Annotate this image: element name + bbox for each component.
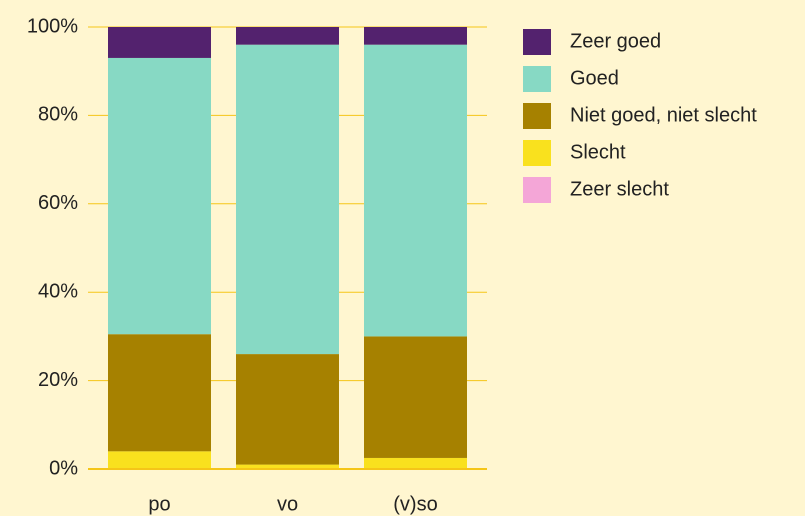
bar-segment [108,451,211,469]
y-tick-label: 20% [38,369,78,391]
legend-label: Niet goed, niet slecht [570,104,757,126]
bar-segment [236,27,339,45]
x-tick-label: po [148,493,170,515]
legend-swatch [523,66,551,92]
bar-segment [236,464,339,469]
legend-label: Zeer goed [570,30,661,52]
y-tick-label: 80% [38,104,78,126]
bar-segment [236,354,339,465]
y-tick-label: 40% [38,280,78,302]
legend-swatch [523,103,551,129]
bar-segment [364,336,467,458]
legend-label: Slecht [570,141,626,163]
bar-segment [108,57,211,335]
bar-segment [364,457,467,469]
bar-segment [364,44,467,337]
legend-label: Goed [570,67,619,89]
y-tick-label: 60% [38,192,78,214]
legend-swatch [523,29,551,55]
bar-segment [108,334,211,452]
bar-segment [364,27,467,45]
y-tick-label: 100% [27,15,78,37]
y-tick-label: 0% [49,457,78,479]
x-tick-label: (v)so [393,493,437,515]
legend-swatch [523,177,551,203]
bar-segment [108,27,211,58]
legend-label: Zeer slecht [570,178,669,200]
legend-swatch [523,140,551,166]
x-tick-label: vo [277,493,298,515]
bar-segment [236,44,339,355]
